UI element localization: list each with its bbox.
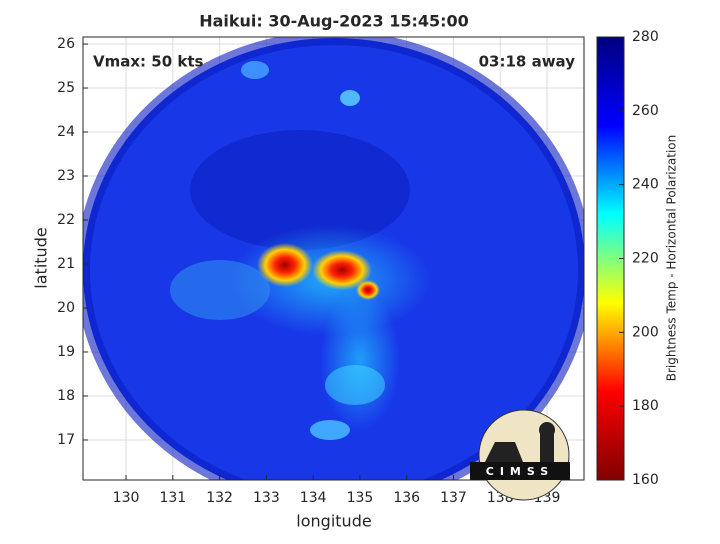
y-tick-label: 18 [57,388,75,404]
y-tick-label: 19 [57,344,75,360]
x-tick-label: 130 [113,490,140,506]
colorbar-tick-label: 260 [632,103,659,119]
colorbar-tick-label: 220 [632,251,659,267]
x-tick-label: 133 [253,490,280,506]
axes: 130 131 132 133 134 135 136 137 138 1391718192021… [57,36,560,506]
chart-title: Haikui: 30-Aug-2023 15:45:00 [199,12,469,31]
y-tick-label: 20 [57,300,75,316]
x-tick-label: 131 [159,490,186,506]
x-tick-label: 132 [206,490,233,506]
y-tick-label: 25 [57,80,75,96]
colorbar-label: Brightness Temp - Horizontal Polarizatio… [665,135,679,382]
y-tick-label: 22 [57,212,75,228]
annotation: Vmax: 50 kts [93,53,203,71]
y-tick-label: 26 [57,36,75,52]
colorbar-tick-label: 180 [632,398,659,414]
logo: CIMSS [470,409,570,501]
x-tick-label: 135 [347,490,374,506]
colorbar-tick-label: 280 [632,29,659,45]
y-tick-label: 23 [57,168,75,184]
logo-text: CIMSS [486,465,554,478]
y-tick-label: 21 [57,256,75,272]
y-axis-label: latitude [32,227,51,288]
colorbar-tick-label: 160 [632,472,659,488]
x-tick-label: 134 [300,490,327,506]
x-tick-label: 136 [393,490,420,506]
y-tick-label: 17 [57,432,75,448]
colorbar-tick-label: 240 [632,177,659,193]
x-tick-label: 137 [440,490,467,506]
x-axis-label: longitude [296,512,371,531]
colorbar-tick-label: 200 [632,324,659,340]
y-tick-label: 24 [57,124,75,140]
swath-image [83,37,584,480]
annotation: 03:18 away [479,53,576,71]
plot-frame [82,36,585,481]
